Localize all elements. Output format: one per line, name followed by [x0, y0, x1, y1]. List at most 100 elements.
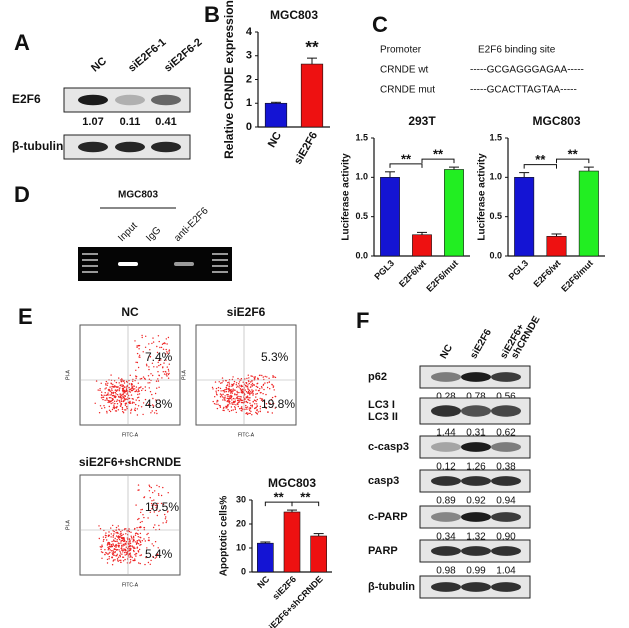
event-dot	[122, 545, 124, 547]
event-dot	[157, 502, 159, 505]
event-dot	[223, 391, 225, 393]
event-dot	[124, 558, 126, 561]
error-bar	[417, 231, 427, 235]
row-label: casp3	[368, 475, 399, 487]
event-dot	[152, 374, 154, 377]
event-dot	[211, 386, 214, 389]
event-dot	[219, 387, 222, 390]
event-dot	[148, 343, 150, 345]
quantification: 0.56	[496, 392, 516, 403]
event-dot	[101, 391, 103, 393]
event-dot	[168, 363, 170, 365]
event-dot	[112, 530, 114, 532]
event-dot	[110, 527, 112, 529]
quantification: 0.34	[436, 532, 456, 543]
event-dot	[162, 371, 164, 373]
event-dot	[141, 520, 143, 523]
event-dot	[165, 516, 167, 518]
event-dot	[136, 527, 138, 529]
event-dot	[252, 390, 254, 392]
event-dot	[236, 403, 239, 405]
ladder-band	[212, 265, 228, 267]
event-dot	[273, 376, 275, 378]
event-dot	[245, 406, 247, 409]
event-dot	[163, 373, 166, 375]
event-dot	[148, 378, 151, 380]
event-dot	[232, 384, 234, 386]
event-dot	[239, 384, 241, 386]
event-dot	[125, 541, 128, 543]
event-dot	[143, 516, 145, 519]
event-dot	[106, 412, 108, 414]
event-dot	[240, 391, 242, 393]
event-dot	[137, 405, 140, 407]
event-dot	[104, 407, 106, 409]
event-dot	[129, 556, 131, 558]
event-dot	[133, 537, 135, 539]
event-dot	[157, 361, 159, 364]
event-dot	[110, 393, 113, 395]
event-dot	[238, 381, 241, 383]
event-dot	[124, 409, 126, 411]
quantification: 0.92	[466, 496, 486, 507]
table-cell: CRNDE wt	[380, 65, 429, 76]
y-tick-label: 0.5	[355, 211, 368, 221]
event-dot	[125, 389, 128, 391]
event-dot	[120, 380, 122, 382]
bar	[412, 234, 432, 257]
event-dot	[142, 413, 144, 416]
plot-title: NC	[121, 305, 139, 319]
event-dot	[110, 402, 112, 405]
event-dot	[139, 532, 142, 535]
event-dot	[238, 398, 241, 400]
event-dot	[225, 390, 228, 393]
event-dot	[122, 412, 125, 414]
event-dot	[120, 531, 122, 533]
event-dot	[147, 561, 150, 564]
event-dot	[139, 356, 141, 358]
event-dot	[152, 555, 154, 558]
event-dot	[254, 407, 256, 410]
event-dot	[233, 403, 235, 405]
event-dot	[155, 409, 157, 412]
panel-letter: B	[204, 2, 220, 27]
event-dot	[166, 366, 168, 368]
event-dot	[141, 334, 143, 337]
event-dot	[141, 336, 143, 339]
event-dot	[128, 528, 130, 530]
event-dot	[134, 558, 136, 560]
event-dot	[134, 534, 137, 536]
event-dot	[115, 386, 118, 388]
event-dot	[142, 376, 145, 378]
event-dot	[168, 370, 170, 372]
event-dot	[160, 502, 163, 505]
y-axis-title: Relative CRNDE expression	[222, 0, 236, 159]
row-label: c-casp3	[368, 441, 409, 453]
event-dot	[104, 392, 106, 394]
event-dot	[123, 382, 126, 384]
event-dot	[257, 377, 259, 379]
event-dot	[256, 398, 258, 401]
quantification: 0.99	[466, 566, 486, 577]
event-dot	[153, 366, 155, 368]
event-dot	[234, 407, 237, 409]
event-dot	[135, 386, 138, 388]
event-dot	[256, 409, 259, 411]
event-dot	[241, 389, 243, 392]
event-dot	[167, 377, 170, 379]
event-dot	[228, 383, 231, 385]
blot-band	[461, 405, 491, 417]
event-dot	[124, 395, 127, 398]
event-dot	[118, 536, 121, 538]
y-tick-label: 20	[236, 518, 246, 528]
event-dot	[227, 382, 229, 384]
event-dot	[165, 348, 167, 351]
bar	[578, 170, 599, 257]
event-dot	[138, 390, 140, 392]
event-dot	[219, 396, 222, 398]
event-dot	[138, 526, 140, 529]
event-dot	[122, 543, 124, 545]
event-dot	[250, 392, 253, 394]
event-dot	[105, 536, 107, 539]
event-dot	[105, 532, 107, 534]
